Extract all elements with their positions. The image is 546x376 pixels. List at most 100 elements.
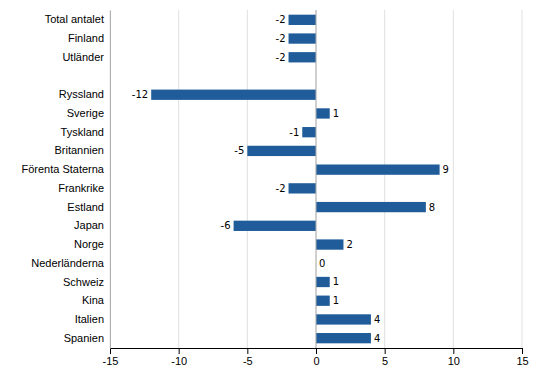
x-tick-label: 15 [516, 355, 528, 367]
bar [316, 239, 343, 249]
x-tick-label: 5 [382, 355, 388, 367]
x-tick-mark [453, 348, 454, 354]
x-tick-mark [110, 348, 111, 354]
y-tick: Ryssland [59, 88, 104, 100]
bar [247, 146, 316, 156]
data-label: 0 [319, 258, 325, 269]
data-label: -2 [276, 52, 286, 63]
y-tick-label: Tyskland [61, 126, 104, 138]
data-label: 1 [333, 295, 339, 306]
x-axis: -15 -10 -5 0 5 10 15 [103, 348, 529, 367]
data-label: -6 [221, 220, 231, 231]
grid-line [247, 10, 248, 348]
data-labels: -2-2-2-121-1-59-28-6201144 [132, 14, 449, 343]
x-tick-label: -5 [243, 355, 253, 367]
bar [316, 314, 371, 324]
bar [151, 90, 316, 100]
y-tick: Total antalet [45, 13, 104, 25]
y-tick: Japan [74, 219, 104, 231]
bar [316, 333, 371, 343]
x-tick-label: -10 [171, 355, 187, 367]
y-tick-label: Japan [74, 219, 104, 231]
data-label: 2 [346, 239, 352, 250]
y-tick-label: Sverige [67, 107, 104, 119]
y-axis: Total antalet Finland Utländer Ryssland Sver… [21, 11, 110, 349]
y-tick: Finland [68, 32, 104, 44]
y-tick: Britannien [54, 144, 104, 156]
bar [316, 202, 426, 212]
data-label: 9 [443, 164, 449, 175]
y-tick: Kina [82, 294, 105, 306]
x-tick: -10 [171, 348, 187, 367]
y-tick-label: Italien [75, 313, 104, 325]
x-tick: -15 [103, 348, 119, 367]
bar [289, 52, 316, 62]
y-tick: Norge [74, 238, 104, 250]
bar [316, 296, 330, 306]
data-label: 4 [374, 314, 380, 325]
x-tick-label: -15 [103, 355, 119, 367]
y-tick: Spanien [64, 332, 104, 344]
y-tick-label: Schweiz [63, 276, 104, 288]
y-tick-label: Finland [68, 32, 104, 44]
x-tick-label: 10 [448, 355, 460, 367]
bar [234, 221, 316, 231]
x-tick-mark [247, 348, 248, 354]
x-tick: 5 [382, 348, 388, 367]
data-label: -12 [132, 89, 148, 100]
grid-line [453, 10, 454, 348]
y-tick-label: Förenta Staterna [21, 163, 104, 175]
y-tick-label: Utländer [62, 51, 104, 63]
x-tick: 10 [448, 348, 460, 367]
data-label: -1 [289, 127, 299, 138]
x-axis-line [111, 349, 523, 355]
bar [316, 164, 440, 174]
y-tick-label: Britannien [54, 144, 104, 156]
data-label: -2 [276, 33, 286, 44]
y-tick-label: Spanien [64, 332, 104, 344]
y-tick: Tyskland [61, 126, 104, 138]
x-tick: -5 [243, 348, 253, 367]
x-tick: 0 [313, 348, 319, 367]
bar [289, 183, 316, 193]
data-label: 4 [374, 333, 380, 344]
grid-line [178, 10, 179, 348]
bar [289, 33, 316, 43]
data-label: -5 [234, 145, 244, 156]
y-tick-label: Frankrike [58, 182, 104, 194]
x-tick-mark [385, 348, 386, 354]
data-label: 1 [333, 108, 339, 119]
bar [316, 277, 330, 287]
y-tick: Utländer [62, 51, 104, 63]
x-tick-mark [179, 348, 180, 354]
grid-line [110, 10, 111, 348]
bars [151, 15, 439, 344]
y-tick: Schweiz [63, 276, 104, 288]
y-tick: Sverige [67, 107, 104, 119]
bar [302, 127, 316, 137]
grid-line [316, 10, 317, 348]
y-tick-label: Estland [67, 201, 104, 213]
data-label: 8 [429, 202, 435, 213]
y-tick-label: Kina [82, 294, 105, 306]
y-tick-label: Ryssland [59, 88, 104, 100]
y-tick: Nederländerna [31, 257, 105, 269]
x-tick-mark [522, 348, 523, 354]
y-tick: Förenta Staterna [21, 163, 104, 175]
y-axis-line [110, 11, 111, 349]
data-label: 1 [333, 276, 339, 287]
grid-line [522, 10, 523, 348]
y-tick: Estland [67, 201, 104, 213]
y-tick: Frankrike [58, 182, 104, 194]
y-tick: Italien [75, 313, 104, 325]
bar [316, 108, 330, 118]
x-tick-mark [316, 348, 317, 354]
grid [110, 10, 522, 348]
chart: -15-10-5051015Total antaletFinlandUtländ… [0, 0, 546, 376]
bar [289, 15, 316, 25]
zero-line [316, 10, 317, 348]
x-tick: 15 [516, 348, 528, 367]
y-tick-label: Norge [74, 238, 104, 250]
data-label: -2 [276, 14, 286, 25]
data-label: -2 [276, 183, 286, 194]
